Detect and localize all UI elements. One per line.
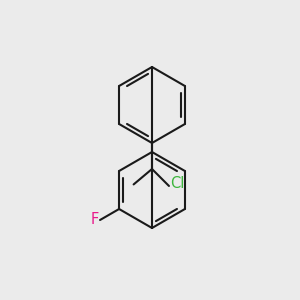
Text: Cl: Cl [170,176,184,191]
Text: F: F [91,212,99,227]
